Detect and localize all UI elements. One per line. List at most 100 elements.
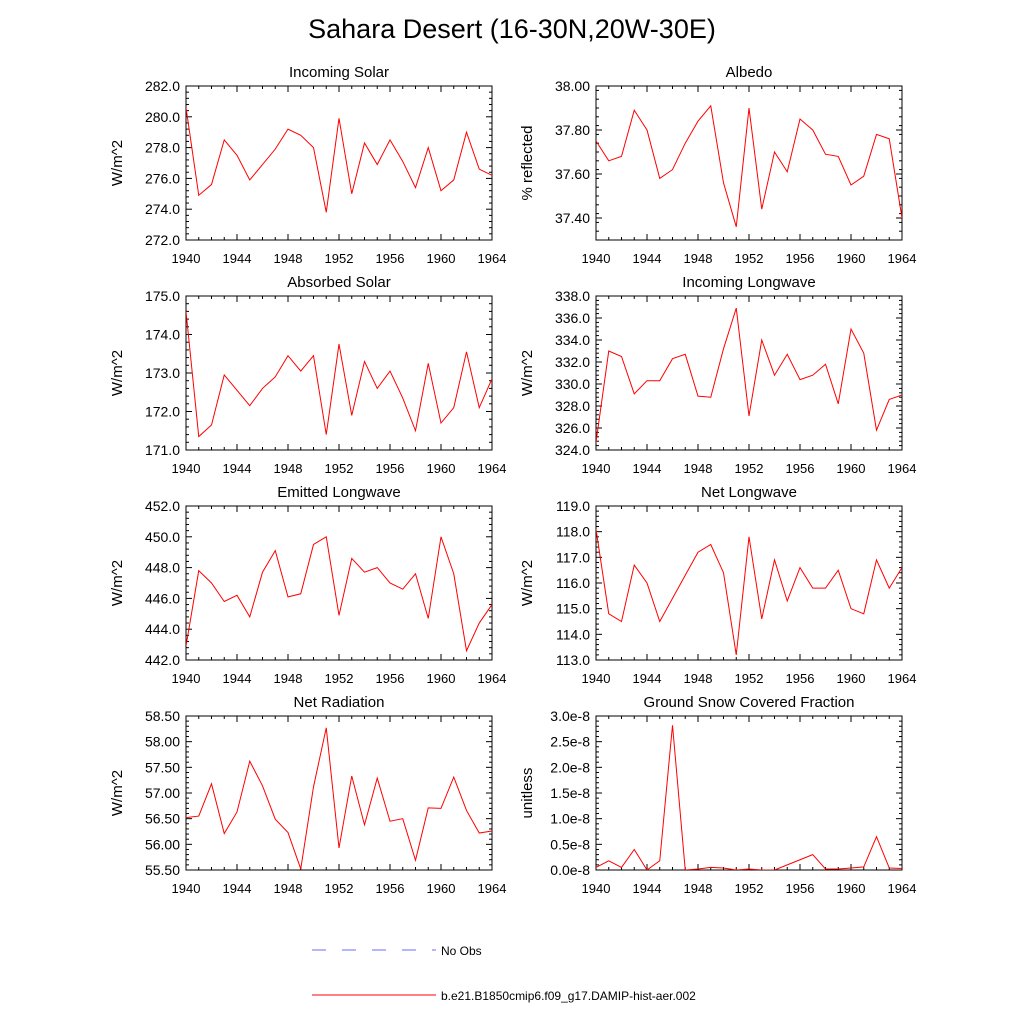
x-tick-label: 1940 [582, 461, 611, 476]
y-tick-label: 328.0 [555, 398, 590, 414]
series-line [186, 535, 492, 653]
y-tick-label: 452.0 [145, 498, 180, 514]
series-line [596, 529, 902, 655]
x-tick-label: 1956 [376, 251, 405, 266]
y-tick-label: 1.5e-8 [550, 785, 590, 801]
y-axis-label: W/m^2 [519, 560, 536, 606]
y-tick-label: 175.0 [145, 288, 180, 304]
x-tick-label: 1940 [582, 881, 611, 896]
x-tick-label: 1960 [427, 881, 456, 896]
panel-title: Emitted Longwave [277, 484, 400, 501]
x-tick-label: 1952 [735, 671, 764, 686]
x-tick-label: 1944 [633, 671, 662, 686]
y-tick-label: 56.50 [145, 811, 180, 827]
x-tick-label: 1948 [274, 881, 303, 896]
x-tick-label: 1960 [427, 251, 456, 266]
x-tick-label: 1964 [888, 671, 917, 686]
x-tick-label: 1944 [223, 671, 252, 686]
y-tick-label: 117.0 [556, 549, 590, 565]
x-tick-label: 1948 [274, 251, 303, 266]
y-tick-label: 276.0 [145, 170, 180, 186]
y-tick-label: 338.0 [555, 288, 590, 304]
legend: No Obs b.e21.B1850cmip6.f09_g17.DAMIP-his… [312, 944, 696, 1003]
plot-frame [185, 85, 493, 241]
x-tick-label: 1964 [888, 881, 917, 896]
panel-5: 1940 1944 1948 1952 1956 1960 1964 442.0 444.0 44… [109, 484, 506, 686]
panel-8: 1940 1944 1948 1952 1956 1960 1964 0.0e-8 0.5e-8… [519, 694, 916, 896]
panel-7: 1940 1944 1948 1952 1956 1960 1964 55.50 56.00 56… [109, 694, 506, 896]
x-tick-label: 1948 [684, 671, 713, 686]
series-line [596, 104, 902, 227]
x-tick-label: 1948 [684, 251, 713, 266]
y-axis-label: % reflected [519, 125, 536, 200]
y-axis-label: W/m^2 [109, 770, 126, 816]
series-line [596, 725, 902, 870]
y-tick-label: 115.0 [556, 601, 590, 617]
panel-3: 1940 1944 1948 1952 1956 1960 1964 171.0 172.0 17… [109, 274, 506, 476]
y-tick-label: 116.0 [556, 575, 590, 591]
x-tick-label: 1952 [325, 461, 354, 476]
y-tick-label: 336.0 [555, 310, 590, 326]
series-line [186, 727, 492, 870]
x-tick-label: 1960 [427, 671, 456, 686]
legend-obs-label: No Obs [441, 944, 482, 958]
y-tick-label: 113.0 [556, 652, 590, 668]
y-tick-label: 114.0 [556, 626, 590, 642]
plot-frame [185, 295, 493, 451]
panel-4: 1940 1944 1948 1952 1956 1960 1964 324.0 326.0 32… [519, 274, 916, 476]
y-tick-label: 2.5e-8 [550, 734, 590, 750]
x-tick-label: 1956 [376, 881, 405, 896]
x-tick-label: 1960 [427, 461, 456, 476]
panel-title: Ground Snow Covered Fraction [644, 694, 855, 711]
x-tick-label: 1948 [684, 461, 713, 476]
x-tick-label: 1944 [633, 461, 662, 476]
panel-6: 1940 1944 1948 1952 1956 1960 1964 113.0 114.0 11… [519, 484, 916, 686]
x-tick-label: 1956 [786, 671, 815, 686]
y-tick-label: 448.0 [145, 560, 180, 576]
x-tick-label: 1940 [582, 671, 611, 686]
plot-frame [595, 295, 903, 451]
y-tick-label: 172.0 [145, 404, 180, 420]
y-tick-label: 442.0 [145, 652, 180, 668]
x-tick-label: 1964 [478, 461, 507, 476]
y-tick-label: 1.0e-8 [550, 811, 590, 827]
y-tick-label: 444.0 [145, 621, 180, 637]
y-tick-label: 58.50 [145, 708, 180, 724]
panel-title: Incoming Longwave [682, 274, 815, 291]
y-tick-label: 57.50 [145, 759, 180, 775]
page-title: Sahara Desert (16-30N,20W-30E) [308, 14, 716, 44]
x-tick-label: 1960 [837, 461, 866, 476]
x-tick-label: 1952 [325, 251, 354, 266]
x-tick-label: 1952 [735, 461, 764, 476]
x-tick-label: 1944 [223, 881, 252, 896]
y-tick-label: 280.0 [145, 109, 180, 125]
x-tick-label: 1940 [172, 881, 201, 896]
x-tick-label: 1944 [633, 881, 662, 896]
y-tick-label: 55.50 [145, 862, 180, 878]
x-tick-label: 1964 [888, 251, 917, 266]
y-tick-label: 330.0 [555, 376, 590, 392]
y-tick-label: 37.80 [555, 122, 590, 138]
x-tick-label: 1956 [786, 881, 815, 896]
x-tick-label: 1956 [376, 671, 405, 686]
x-tick-label: 1948 [274, 461, 303, 476]
x-tick-label: 1960 [837, 881, 866, 896]
x-tick-label: 1952 [735, 251, 764, 266]
x-tick-label: 1944 [633, 251, 662, 266]
y-tick-label: 171.0 [145, 442, 180, 458]
y-tick-label: 446.0 [145, 590, 180, 606]
x-tick-label: 1956 [786, 461, 815, 476]
x-tick-label: 1960 [837, 251, 866, 266]
y-tick-label: 272.0 [145, 232, 180, 248]
y-axis-label: W/m^2 [109, 140, 126, 186]
x-tick-label: 1944 [223, 251, 252, 266]
y-tick-label: 37.40 [555, 210, 590, 226]
y-tick-label: 0.5e-8 [550, 836, 590, 852]
x-tick-label: 1952 [325, 671, 354, 686]
x-tick-label: 1940 [582, 251, 611, 266]
y-tick-label: 37.60 [555, 166, 590, 182]
panel-2: 1940 1944 1948 1952 1956 1960 1964 37.40 37.60 37… [519, 64, 916, 266]
y-axis-label: W/m^2 [109, 350, 126, 396]
panel-title: Incoming Solar [289, 64, 389, 81]
plot-frame [185, 505, 493, 661]
